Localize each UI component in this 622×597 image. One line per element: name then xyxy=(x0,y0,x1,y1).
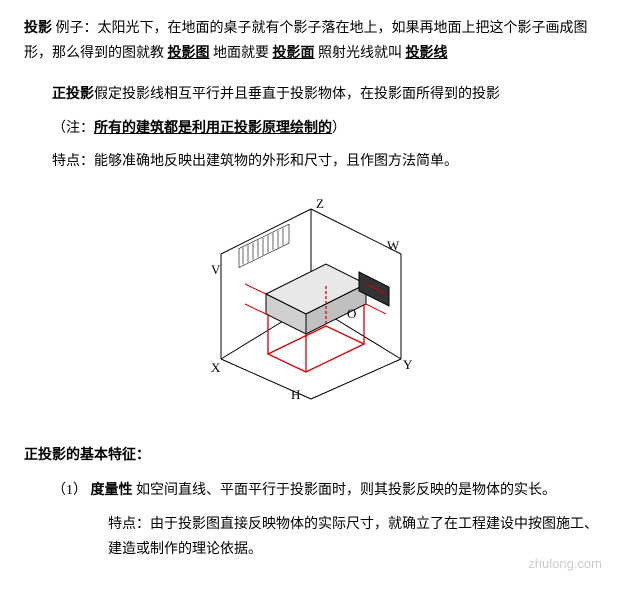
term-projection-line: 投影线 xyxy=(406,46,448,61)
term-orthographic: 正投影 xyxy=(52,87,94,102)
watermark: zhulong.com xyxy=(528,552,602,575)
paragraph-measurability-note: 特点：由于投影图直接反映物体的实际尺寸，就确立了在工程建设中按图施工、建造或制作… xyxy=(24,512,598,562)
text: 特点：由于投影图直接反映物体的实际尺寸，就确立了在工程建设中按图施工、建造或制作… xyxy=(108,517,598,557)
label-w: W xyxy=(387,238,400,253)
text: ） xyxy=(332,121,346,136)
text: 特点：能够准确地反映出建筑物的外形和尺寸，且作图方法简单。 xyxy=(52,154,458,169)
text: 如空间直线、平面平行于投影面时，则其投影反映的是物体的实长。 xyxy=(133,483,557,498)
projection-svg: Z W V O X Y H xyxy=(191,194,431,404)
term-projection-image: 投影图 xyxy=(168,46,210,61)
term-measurability: 度量性 xyxy=(91,483,133,498)
text: （1） xyxy=(52,483,91,498)
text: 照射光线就叫 xyxy=(318,46,406,61)
label-x: X xyxy=(211,360,221,375)
paragraph-projection: 投影 例子：太阳光下，在地面的桌子就有个影子落在地上，如果再地面上把这个影子画成… xyxy=(24,16,598,66)
note-underline: 所有的建筑都是利用正投影原理绘制的 xyxy=(94,121,332,136)
paragraph-orthographic: 正投影假定投影线相互平行并且垂直于投影物体，在投影面所得到的投影 xyxy=(24,82,598,107)
label-o: O xyxy=(347,306,356,321)
label-v: V xyxy=(211,262,221,277)
diagram-orthographic-projection: Z W V O X Y H xyxy=(24,194,598,413)
term-projection: 投影 xyxy=(24,21,52,36)
label-z: Z xyxy=(316,196,324,211)
label-h: H xyxy=(291,387,300,402)
paragraph-measurability: （1） 度量性 如空间直线、平面平行于投影面时，则其投影反映的是物体的实长。 xyxy=(24,478,598,503)
text: 假定投影线相互平行并且垂直于投影物体，在投影面所得到的投影 xyxy=(94,87,500,102)
text: 地面就要 xyxy=(213,46,273,61)
paragraph-note: （注：所有的建筑都是利用正投影原理绘制的） xyxy=(24,116,598,141)
label-y: Y xyxy=(403,357,413,372)
text: （注： xyxy=(52,121,94,136)
term-projection-plane: 投影面 xyxy=(273,46,315,61)
heading-basic-features: 正投影的基本特征： xyxy=(24,443,598,468)
paragraph-feature: 特点：能够准确地反映出建筑物的外形和尺寸，且作图方法简单。 xyxy=(24,149,598,174)
